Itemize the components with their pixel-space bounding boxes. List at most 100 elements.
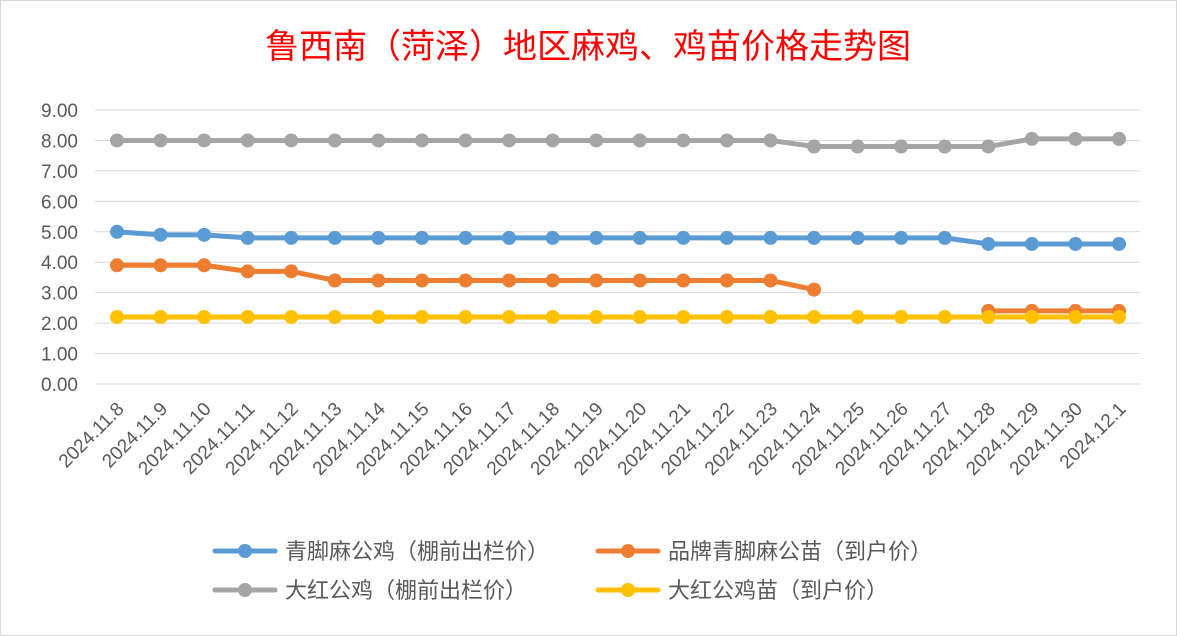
- data-point: [1068, 131, 1083, 146]
- data-point: [1024, 236, 1039, 251]
- data-point: [371, 133, 386, 148]
- data-point: [1068, 236, 1083, 251]
- data-point: [676, 230, 691, 245]
- data-point: [371, 230, 386, 245]
- data-point: [414, 230, 429, 245]
- data-point: [197, 310, 212, 325]
- data-point: [719, 273, 734, 288]
- data-point: [153, 258, 168, 273]
- data-point: [197, 227, 212, 242]
- data-point: [632, 230, 647, 245]
- series-4: [110, 310, 1126, 325]
- series-3: [110, 131, 1126, 154]
- chart-title: 鲁西南（菏泽）地区麻鸡、鸡苗价格走势图: [265, 27, 911, 67]
- data-point: [545, 273, 560, 288]
- legend-label: 品牌青脚麻公苗（到户价）: [668, 540, 932, 565]
- data-point: [1024, 131, 1039, 146]
- y-tick-label: 2.00: [41, 314, 78, 335]
- data-point: [284, 264, 299, 279]
- data-point: [153, 310, 168, 325]
- data-point: [371, 310, 386, 325]
- data-point: [937, 139, 952, 154]
- data-point: [632, 273, 647, 288]
- data-point: [458, 310, 473, 325]
- data-point: [763, 273, 778, 288]
- legend-item: 大红公鸡（棚前出栏价）: [212, 579, 527, 604]
- legend-item: 品牌青脚麻公苗（到户价）: [595, 540, 932, 565]
- data-point: [850, 230, 865, 245]
- data-point: [1068, 310, 1083, 325]
- legend-label: 青脚麻公鸡（棚前出栏价）: [285, 540, 549, 565]
- data-point: [981, 236, 996, 251]
- data-point: [807, 310, 822, 325]
- legend-item: 大红公鸡苗（到户价）: [595, 579, 888, 604]
- data-point: [850, 139, 865, 154]
- y-tick-label: 3.00: [41, 284, 78, 305]
- y-tick-label: 1.00: [41, 345, 78, 366]
- data-point: [197, 258, 212, 273]
- series-1: [110, 224, 1126, 251]
- data-point: [327, 273, 342, 288]
- data-point: [414, 133, 429, 148]
- data-point: [894, 310, 909, 325]
- data-point: [110, 310, 124, 325]
- data-point: [937, 230, 952, 245]
- data-point: [284, 310, 299, 325]
- data-point: [371, 273, 386, 288]
- data-point: [110, 224, 124, 239]
- y-tick-label: 9.00: [41, 101, 78, 122]
- legend-label: 大红公鸡（棚前出栏价）: [285, 579, 527, 604]
- data-point: [937, 310, 952, 325]
- data-point: [414, 310, 429, 325]
- series-layer: [110, 131, 1126, 325]
- data-point: [458, 230, 473, 245]
- data-point: [502, 230, 517, 245]
- data-point: [1112, 236, 1126, 251]
- data-point: [110, 258, 124, 273]
- data-point: [284, 133, 299, 148]
- data-point: [502, 273, 517, 288]
- data-point: [240, 310, 255, 325]
- y-tick-label: 0.00: [41, 375, 78, 396]
- data-point: [1112, 310, 1126, 325]
- data-point: [240, 230, 255, 245]
- legend-item: 青脚麻公鸡（棚前出栏价）: [212, 540, 549, 565]
- data-point: [981, 139, 996, 154]
- data-point: [458, 133, 473, 148]
- data-point: [545, 310, 560, 325]
- data-point: [807, 139, 822, 154]
- data-point: [589, 310, 604, 325]
- data-point: [719, 133, 734, 148]
- data-point: [719, 230, 734, 245]
- data-point: [894, 230, 909, 245]
- data-point: [284, 230, 299, 245]
- data-point: [850, 310, 865, 325]
- data-point: [632, 310, 647, 325]
- data-point: [327, 133, 342, 148]
- legend-swatch-marker: [621, 583, 635, 597]
- y-tick-label: 4.00: [41, 253, 78, 274]
- data-point: [1112, 131, 1126, 146]
- y-axis: 0.00 1.00 2.00 3.00 4.00 5.00 6.00 7.00 8.00 9.00: [41, 101, 78, 396]
- data-point: [676, 273, 691, 288]
- data-point: [197, 133, 212, 148]
- series-line: [114, 136, 1122, 150]
- y-tick-label: 5.00: [41, 223, 78, 244]
- data-point: [327, 230, 342, 245]
- data-point: [589, 133, 604, 148]
- data-point: [240, 264, 255, 279]
- series-2: [110, 258, 1126, 318]
- y-tick-label: 8.00: [41, 131, 78, 152]
- data-point: [719, 310, 734, 325]
- data-point: [676, 133, 691, 148]
- legend-swatch-marker: [621, 544, 635, 558]
- legend-swatch-marker: [238, 544, 252, 558]
- data-point: [589, 230, 604, 245]
- data-point: [676, 310, 691, 325]
- data-point: [894, 139, 909, 154]
- data-point: [153, 133, 168, 148]
- data-point: [1024, 310, 1039, 325]
- data-point: [502, 310, 517, 325]
- data-point: [240, 133, 255, 148]
